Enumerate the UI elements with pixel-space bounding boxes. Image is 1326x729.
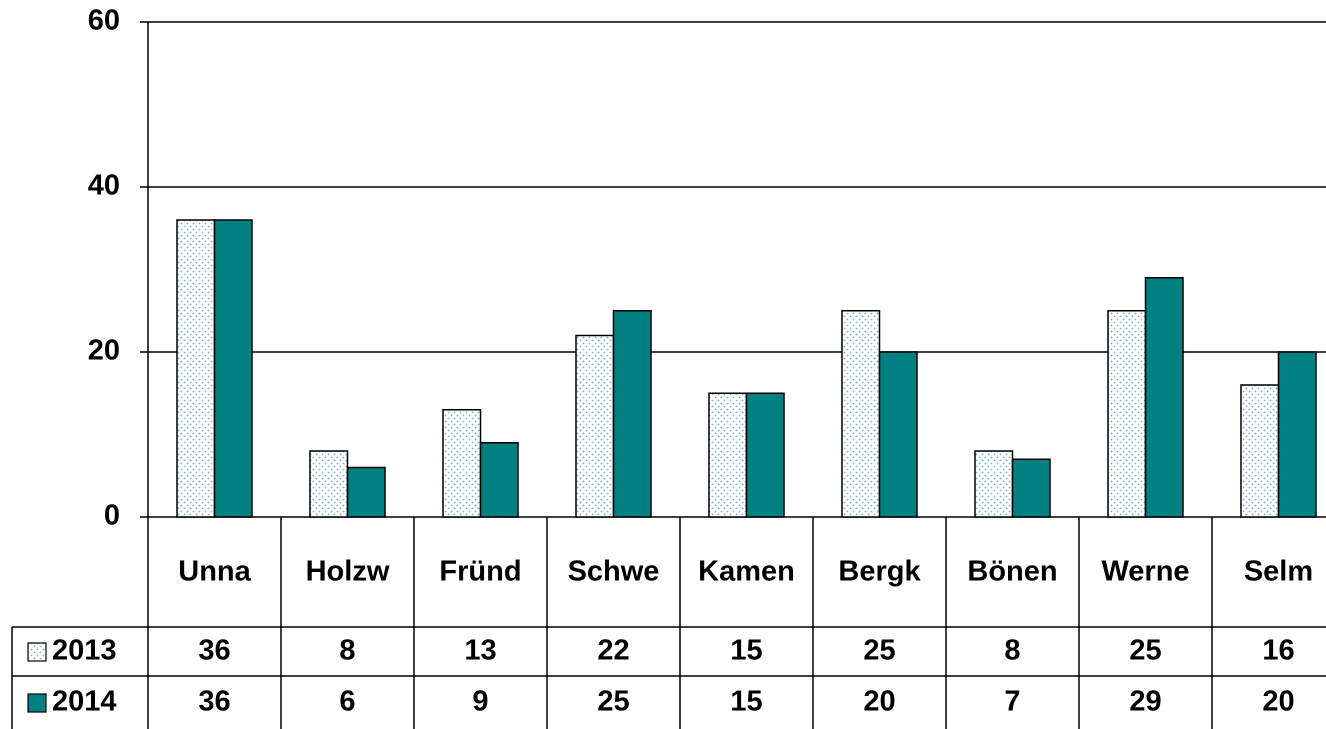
x-tick-label: Holzw [306,556,390,588]
bar [1107,310,1147,518]
table-value: 15 [730,635,762,667]
bar [745,392,785,518]
x-tick-label: Selm [1244,556,1313,588]
y-tick-label: 20 [88,335,120,367]
table-value: 36 [198,635,230,667]
table-value: 6 [339,686,355,718]
table-value: 25 [1129,635,1161,667]
bar [708,392,748,518]
table-value: 25 [863,635,895,667]
bar [1011,458,1051,518]
bar [878,351,918,518]
bar [841,310,881,518]
table-value: 15 [730,686,762,718]
table-value: 20 [863,686,895,718]
table-value: 36 [198,686,230,718]
y-tick-label: 60 [88,5,120,37]
bar [575,334,615,518]
x-tick-label: Fründ [439,556,521,588]
table-value: 8 [1004,635,1020,667]
bar [479,442,519,518]
bar [442,409,482,518]
table-value: 29 [1129,686,1161,718]
x-tick-label: Bönen [967,556,1057,588]
legend-label: 2013 [52,635,117,667]
bar [176,219,216,518]
legend-key [27,642,47,662]
table-value: 8 [339,635,355,667]
table-value: 13 [464,635,496,667]
table-value: 22 [597,635,629,667]
bar [213,219,253,518]
table-value: 9 [472,686,488,718]
table-value: 20 [1262,686,1294,718]
table-value: 25 [597,686,629,718]
bar [1144,277,1184,518]
bar [309,450,349,518]
x-tick-label: Schwe [568,556,660,588]
bar [974,450,1014,518]
bar [346,466,386,518]
y-tick-label: 0 [104,500,120,532]
bar [612,310,652,518]
y-tick-label: 40 [88,170,120,202]
legend-label: 2014 [52,686,117,718]
x-tick-label: Werne [1101,556,1189,588]
x-tick-label: Kamen [698,556,795,588]
bar [1277,351,1317,518]
legend-key [27,693,47,713]
table-value: 7 [1004,686,1020,718]
x-tick-label: Bergk [838,556,921,588]
table-value: 16 [1262,635,1294,667]
x-tick-label: Unna [178,556,251,588]
bar [1240,384,1280,518]
